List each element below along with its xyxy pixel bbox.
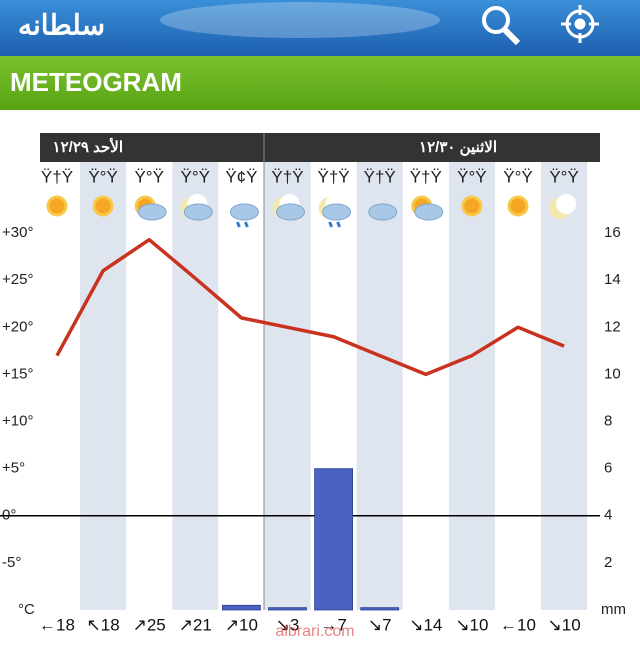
column-stripe bbox=[356, 162, 403, 610]
y2-unit: mm bbox=[601, 601, 626, 618]
time-label: Ÿ†Ÿ bbox=[41, 167, 73, 186]
time-label: Ÿ°Ÿ bbox=[134, 167, 163, 186]
icon-sun bbox=[461, 195, 483, 217]
time-label: Ÿ†Ÿ bbox=[271, 167, 303, 186]
icon-moon-cut bbox=[556, 194, 577, 214]
y-unit: °C bbox=[18, 601, 35, 618]
y2-tick-label: 16 bbox=[604, 224, 621, 241]
y2-tick-label: 6 bbox=[604, 460, 612, 477]
locate-button[interactable] bbox=[561, 5, 599, 43]
time-label: Ÿ°Ÿ bbox=[88, 167, 117, 186]
icon-cloud bbox=[183, 203, 213, 221]
time-label: Ÿ°Ÿ bbox=[457, 167, 486, 186]
wind-label: ↘10 bbox=[548, 615, 581, 634]
time-label: Ÿ°Ÿ bbox=[549, 167, 578, 186]
precip-bar bbox=[221, 604, 261, 611]
day-label: الاثنين ١٢/٣٠ bbox=[419, 139, 497, 156]
icon-cloud bbox=[276, 203, 305, 221]
wind-label: ↘7 bbox=[368, 615, 392, 634]
precip-bar bbox=[360, 607, 400, 611]
wind-label: ←18 bbox=[39, 615, 75, 634]
precip-bar bbox=[268, 607, 307, 611]
icon-cloud bbox=[137, 203, 167, 221]
column-stripe bbox=[172, 162, 219, 610]
icon-cloud bbox=[229, 203, 259, 221]
y-tick-label: +25° bbox=[2, 271, 33, 288]
temperature-line bbox=[55, 237, 565, 377]
icon-cloud bbox=[368, 203, 398, 221]
time-label: Ÿ†Ÿ bbox=[410, 167, 442, 186]
wind-label: ↗10 bbox=[225, 615, 258, 634]
y-tick-label: +5° bbox=[2, 460, 25, 477]
day-header bbox=[40, 133, 600, 162]
column-stripe bbox=[80, 162, 127, 610]
wind-label: ↖18 bbox=[87, 615, 120, 634]
top-bar bbox=[0, 0, 640, 56]
icon-drops bbox=[328, 221, 341, 228]
wind-label: ↘14 bbox=[409, 615, 442, 634]
wind-label: ↗21 bbox=[179, 615, 212, 634]
y2-tick-label: 4 bbox=[604, 507, 612, 524]
y2-tick-label: 12 bbox=[604, 318, 621, 335]
wind-label: →7 bbox=[320, 615, 346, 634]
column-stripe bbox=[264, 162, 311, 610]
wind-label: ←10 bbox=[500, 615, 536, 634]
icon-drops bbox=[236, 221, 249, 228]
y-tick-label: +20° bbox=[2, 318, 33, 335]
y2-tick-label: 10 bbox=[604, 365, 621, 382]
column-stripe bbox=[448, 162, 495, 610]
tab-bar bbox=[0, 56, 640, 110]
time-label: Ÿ°Ÿ bbox=[181, 167, 210, 186]
y2-tick-label: 2 bbox=[604, 554, 612, 571]
y-tick-label: +10° bbox=[2, 413, 33, 430]
y-tick-label: +15° bbox=[2, 365, 33, 382]
icon-sun bbox=[92, 195, 114, 217]
precip-bar bbox=[314, 468, 354, 611]
wind-label: ↗25 bbox=[133, 615, 166, 634]
time-label: Ÿ¢Ÿ bbox=[225, 167, 257, 186]
y-tick-label: -5° bbox=[2, 554, 21, 571]
wind-label: ↘10 bbox=[455, 615, 488, 634]
y2-tick-label: 14 bbox=[604, 271, 621, 288]
search-button[interactable] bbox=[482, 6, 521, 46]
watermark: albrari.com bbox=[275, 623, 354, 640]
time-label: Ÿ°Ÿ bbox=[503, 167, 532, 186]
city-title: سلطانه bbox=[18, 9, 105, 40]
time-label: Ÿ†Ÿ bbox=[318, 167, 350, 186]
icon-sun bbox=[46, 195, 68, 217]
plot: Ÿ†Ÿ ←18 Ÿ°Ÿ ↖18 Ÿ°Ÿ ↗25 Ÿ°Ÿ ↗21 Ÿ¢Ÿ ↗10 Ÿ†Ÿ ↘3 Ÿ†Ÿ →7… bbox=[0, 133, 626, 634]
tab-title: METEOGRAM bbox=[10, 67, 182, 97]
day-label: الأحد ١٢/٢٩ bbox=[53, 137, 123, 156]
icon-cloud bbox=[322, 203, 352, 221]
y-tick-label: +30° bbox=[2, 224, 33, 241]
cloud bbox=[160, 2, 440, 38]
icon-cloud bbox=[414, 203, 444, 221]
icon-sun bbox=[507, 195, 529, 217]
time-label: Ÿ†Ÿ bbox=[364, 167, 396, 186]
y2-tick-label: 8 bbox=[604, 413, 612, 430]
column-stripe bbox=[541, 162, 588, 610]
wind-label: ↘3 bbox=[276, 615, 300, 634]
